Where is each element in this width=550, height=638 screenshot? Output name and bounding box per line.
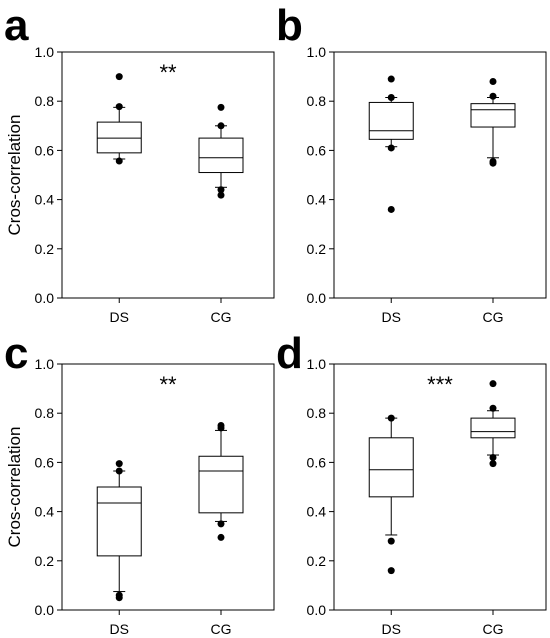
iqr-box	[198, 137, 244, 174]
outlier-point	[217, 520, 225, 528]
panel-letter: c	[4, 329, 28, 378]
outlier-point	[217, 186, 225, 194]
outlier-point	[489, 460, 497, 468]
outlier-point	[387, 414, 395, 422]
x-category-label: DS	[110, 621, 129, 637]
y-tick-label: 0.8	[35, 93, 55, 109]
outlier-point	[217, 103, 225, 111]
outlier-point	[115, 467, 123, 475]
box-CG	[198, 103, 244, 199]
iqr-box	[470, 103, 516, 128]
y-tick-label: 1.0	[307, 44, 327, 60]
plot-frame	[61, 363, 275, 611]
panel-c: c 0.0 0.2 0.4 0.6 0.8 1.0 Cros-correlation DS CG *…	[4, 329, 275, 637]
x-category-label: CG	[483, 309, 504, 325]
y-axis-title: Cros-correlation	[5, 427, 24, 548]
box-DS	[96, 460, 142, 602]
x-category-label: CG	[483, 621, 504, 637]
box-DS	[368, 75, 414, 213]
panel-letter: b	[276, 1, 303, 50]
outlier-point	[217, 533, 225, 541]
box-DS	[368, 414, 414, 575]
outlier-point	[387, 94, 395, 102]
y-tick-label: 0.4	[307, 192, 327, 208]
outlier-point	[387, 144, 395, 152]
box-CG	[470, 78, 516, 167]
box-CG	[470, 380, 516, 468]
y-tick-label: 0.6	[35, 142, 55, 158]
significance-marker: ***	[427, 372, 453, 397]
y-tick-label: 0.8	[35, 405, 55, 421]
outlier-point	[115, 460, 123, 468]
y-tick-label: 0.8	[307, 405, 327, 421]
y-tick-label: 0.6	[35, 454, 55, 470]
y-tick-label: 0.0	[35, 290, 55, 306]
plot-frame	[61, 51, 275, 299]
outlier-point	[217, 122, 225, 130]
outlier-point	[115, 73, 123, 81]
plot-frame	[333, 363, 547, 611]
iqr-box	[96, 121, 142, 154]
y-tick-label: 0.8	[307, 93, 327, 109]
x-category-label: DS	[382, 621, 401, 637]
y-tick-label: 0.2	[35, 553, 55, 569]
outlier-point	[217, 191, 225, 199]
outlier-point	[115, 103, 123, 111]
iqr-box	[368, 101, 414, 140]
y-tick-label: 0.0	[35, 602, 55, 618]
y-tick-label: 1.0	[35, 356, 55, 372]
y-axis-title: Cros-correlation	[5, 115, 24, 236]
box-CG	[198, 422, 244, 541]
box-DS	[96, 73, 142, 165]
panel-a: a 0.0 0.2 0.4 0.6 0.8 1.0 Cros-correlation DS CG *…	[4, 1, 275, 325]
significance-marker: **	[159, 372, 177, 397]
outlier-point	[387, 75, 395, 83]
outlier-point	[489, 404, 497, 412]
panel-b: b 0.0 0.2 0.4 0.6 0.8 1.0 DS CG	[276, 1, 547, 325]
x-category-label: DS	[382, 309, 401, 325]
outlier-point	[115, 157, 123, 165]
y-tick-label: 0.6	[307, 454, 327, 470]
iqr-box	[470, 417, 516, 439]
x-category-label: CG	[211, 621, 232, 637]
iqr-box	[198, 455, 244, 514]
y-tick-label: 1.0	[307, 356, 327, 372]
y-tick-label: 0.0	[307, 290, 327, 306]
outlier-point	[217, 424, 225, 432]
iqr-box	[368, 437, 414, 498]
outlier-point	[387, 205, 395, 213]
outlier-point	[489, 92, 497, 100]
y-tick-label: 0.2	[35, 241, 55, 257]
panel-d: d 0.0 0.2 0.4 0.6 0.8 1.0 DS CG ***	[276, 329, 547, 637]
y-tick-label: 0.2	[307, 241, 327, 257]
outlier-point	[489, 78, 497, 86]
outlier-point	[489, 159, 497, 167]
outlier-point	[387, 537, 395, 545]
panel-letter: a	[4, 1, 29, 50]
outlier-point	[115, 594, 123, 602]
y-tick-label: 0.6	[307, 142, 327, 158]
y-tick-label: 1.0	[35, 44, 55, 60]
outlier-point	[489, 380, 497, 388]
iqr-box	[96, 486, 142, 557]
y-tick-label: 0.0	[307, 602, 327, 618]
panel-letter: d	[276, 329, 303, 378]
y-tick-label: 0.4	[35, 504, 55, 520]
x-category-label: DS	[110, 309, 129, 325]
x-category-label: CG	[211, 309, 232, 325]
y-tick-label: 0.2	[307, 553, 327, 569]
outlier-point	[489, 453, 497, 461]
outlier-point	[387, 567, 395, 575]
significance-marker: **	[159, 60, 177, 85]
y-tick-label: 0.4	[307, 504, 327, 520]
y-tick-label: 0.4	[35, 192, 55, 208]
plot-frame	[333, 51, 547, 299]
